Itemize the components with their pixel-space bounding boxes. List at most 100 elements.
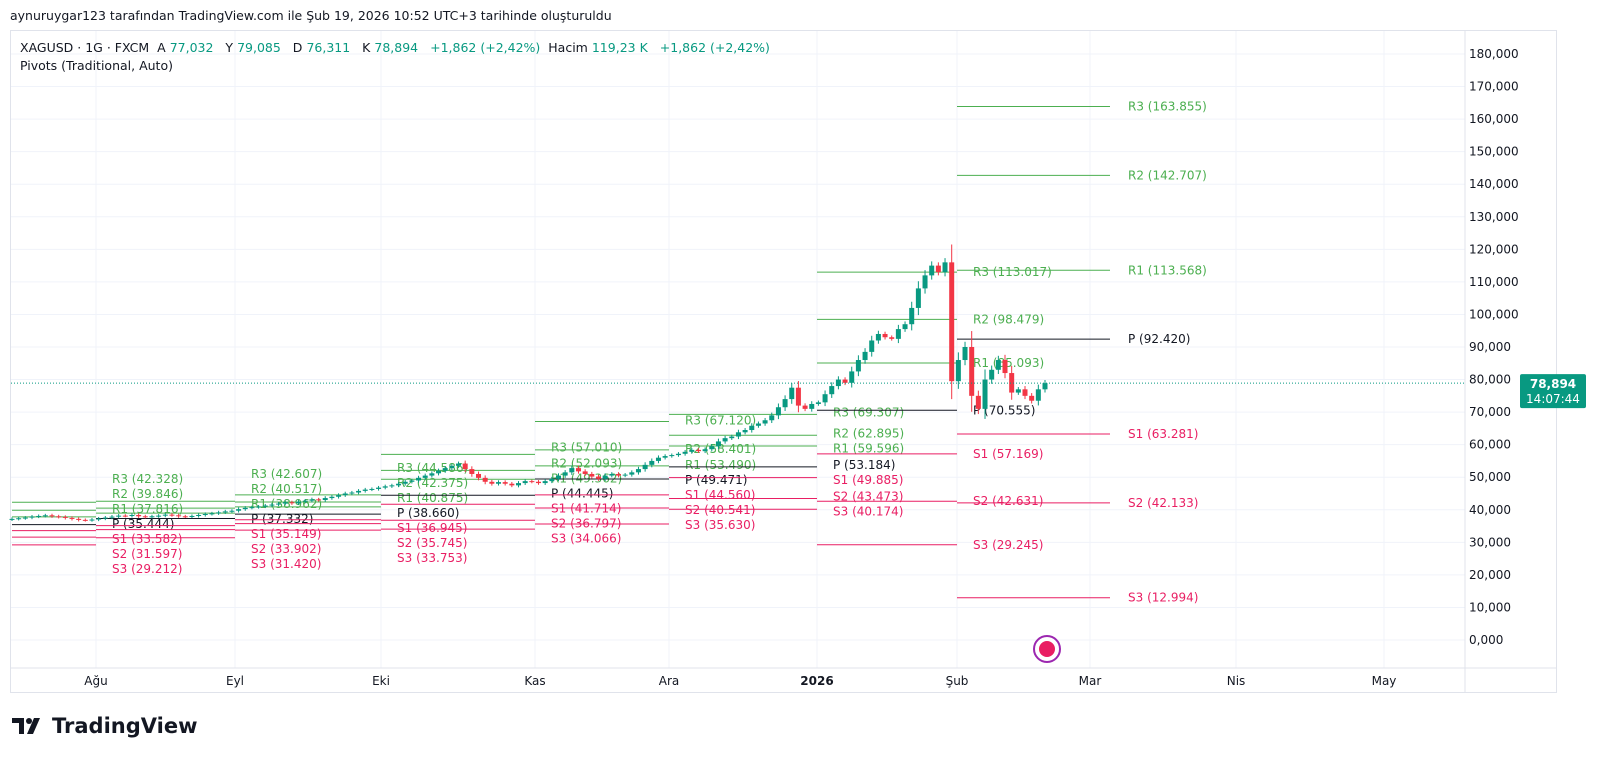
candle-down [62, 516, 68, 518]
y-tick-label: 70,000 [1469, 405, 1511, 419]
candle-up [29, 516, 35, 518]
pivot-label-r1: R1 (113.568) [1128, 263, 1207, 277]
candle-up [609, 473, 615, 476]
pivot-label-r2: R2 (40.517) [251, 482, 322, 496]
candle-up [516, 483, 522, 486]
candle-down [142, 516, 148, 518]
change-value: +1,862 (+2,42%) [430, 40, 541, 55]
candle-up [715, 441, 721, 447]
pivot-label-s1: S1 (35.149) [251, 527, 321, 541]
x-tick-label: Mar [1079, 674, 1102, 688]
candle-down [1029, 395, 1035, 401]
pivot-label-s3: S3 (35.630) [685, 518, 755, 532]
y-tick-label: 120,000 [1469, 242, 1519, 256]
y-tick-label: 0,000 [1469, 633, 1503, 647]
candle-up [669, 455, 675, 457]
candle-up [955, 360, 961, 382]
logo-text: TradingView [52, 714, 198, 738]
pivot-label-r2: R2 (142.707) [1128, 168, 1207, 182]
candle-up [655, 457, 661, 461]
y-tick-label: 90,000 [1469, 340, 1511, 354]
candle-up [849, 371, 855, 383]
candle-up [782, 399, 788, 408]
candle-up [42, 515, 48, 517]
candle-up [989, 369, 995, 380]
candle-up [629, 472, 635, 475]
close-value: 78,894 [374, 40, 419, 55]
candle-down [842, 379, 848, 383]
pivot-label-p: P (37.332) [251, 512, 313, 526]
pivot-label-r1: R1 (49.362) [551, 471, 622, 485]
x-tick-label: Nis [1227, 674, 1246, 688]
candle-up [349, 492, 355, 494]
candle-up [769, 415, 775, 421]
candle-down [122, 515, 128, 517]
candle-up [329, 496, 335, 499]
candle-up [236, 509, 242, 511]
candle-down [575, 468, 581, 472]
candle-up [149, 516, 155, 518]
candle-up [735, 432, 741, 437]
pivot-label-s2: S2 (33.902) [251, 542, 321, 556]
y-tick-label: 50,000 [1469, 470, 1511, 484]
candle-up [249, 507, 255, 509]
candle-down [582, 471, 588, 474]
pivot-label-p: P (70.555) [973, 403, 1035, 417]
candle-up [995, 360, 1001, 370]
candle-up [109, 516, 115, 518]
candle-up [982, 379, 988, 409]
candle-up [709, 446, 715, 450]
candle-up [1035, 389, 1041, 401]
pivot-label-s1: S1 (36.945) [397, 521, 467, 535]
candle-down [502, 482, 508, 484]
candle-up [855, 360, 861, 372]
y-tick-label: 110,000 [1469, 275, 1519, 289]
pivot-label-p: P (53.184) [833, 458, 895, 472]
pivot-label-r3: R3 (163.855) [1128, 100, 1207, 114]
candle-down [56, 516, 62, 518]
candle-up [129, 514, 135, 516]
candle-up [102, 517, 108, 519]
indicator-label[interactable]: Pivots (Traditional, Auto) [20, 58, 173, 73]
candle-up [835, 379, 841, 387]
candle-down [595, 476, 601, 479]
candle-down [182, 516, 188, 518]
pivot-label-r2: R2 (62.895) [833, 426, 904, 440]
candle-up [829, 386, 835, 395]
pivot-label-r1: R1 (37.816) [112, 502, 183, 516]
low-value: 76,311 [306, 40, 351, 55]
candle-up [382, 486, 388, 488]
chart-credit: aynuruygar123 tarafından TradingView.com… [10, 8, 612, 23]
candle-up [1042, 383, 1048, 390]
candle-up [456, 463, 462, 466]
candle-up [202, 514, 208, 516]
low-label: D [292, 40, 303, 55]
candle-up [922, 275, 928, 289]
volume-label: Hacim [548, 40, 588, 55]
candle-down [615, 473, 621, 476]
candle-up [402, 481, 408, 484]
candle-up [369, 488, 375, 490]
candle-up [189, 515, 195, 517]
candle-up [276, 503, 282, 505]
pivot-label-r3: R3 (44.586) [397, 461, 468, 475]
candle-up [522, 481, 528, 484]
candle-up [602, 475, 608, 479]
pivot-label-r1: R1 (53.490) [685, 458, 756, 472]
candle-up [902, 324, 908, 330]
candle-up [815, 402, 821, 404]
candle-up [909, 307, 915, 325]
candle-up [1015, 389, 1021, 393]
candle-up [302, 500, 308, 502]
pivot-label-s2: S2 (31.597) [112, 547, 182, 561]
pivot-label-r3: R3 (42.607) [251, 467, 322, 481]
y-tick-label: 160,000 [1469, 112, 1519, 126]
symbol-label[interactable]: XAGUSD · 1G · FXCM [20, 40, 150, 55]
candle-up [775, 407, 781, 416]
candle-up [875, 333, 881, 341]
pivot-label-s2: S2 (42.631) [973, 494, 1043, 508]
candle-up [36, 515, 42, 517]
candle-up [356, 490, 362, 493]
candle-up [322, 498, 328, 501]
